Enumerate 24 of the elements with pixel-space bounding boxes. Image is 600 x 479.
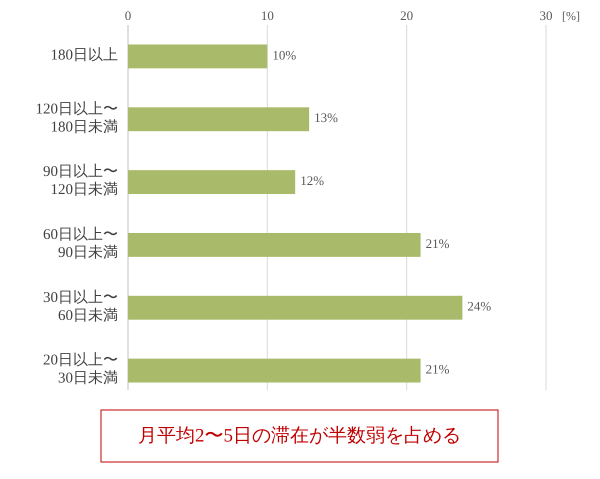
y-tick-label: 90日以上〜 120日未満 — [43, 164, 118, 199]
y-tick-label: 30日以上〜 60日未満 — [43, 289, 118, 324]
bar — [128, 358, 421, 383]
x-axis-title: [%] — [562, 9, 580, 23]
x-tick-label: 20 — [400, 8, 414, 23]
data-label: 21% — [426, 362, 450, 377]
bar — [128, 44, 268, 68]
y-tick-label: 180日以上 — [50, 46, 118, 64]
bar — [128, 296, 462, 320]
data-label: 13% — [314, 110, 338, 126]
text: 月平均2〜5日の滞在が半数弱を占める — [138, 425, 461, 446]
bar — [128, 232, 421, 257]
y-tick-label: 60日以上〜 90日未満 — [43, 226, 118, 262]
bar — [128, 170, 296, 194]
x-tick-label: 0 — [124, 8, 132, 23]
data-label: 12% — [300, 173, 324, 188]
data-label: 24% — [467, 298, 492, 314]
y-tick-label: 120日以上〜 180日未満 — [36, 100, 118, 136]
x-tick-label: 30 — [540, 8, 552, 23]
y-tick-label: 20日以上〜 30日未満 — [43, 352, 118, 388]
data-label: 21% — [426, 236, 450, 251]
bar — [128, 107, 310, 132]
x-tick-label: 10 — [260, 8, 274, 23]
data-label: 10% — [272, 47, 296, 62]
